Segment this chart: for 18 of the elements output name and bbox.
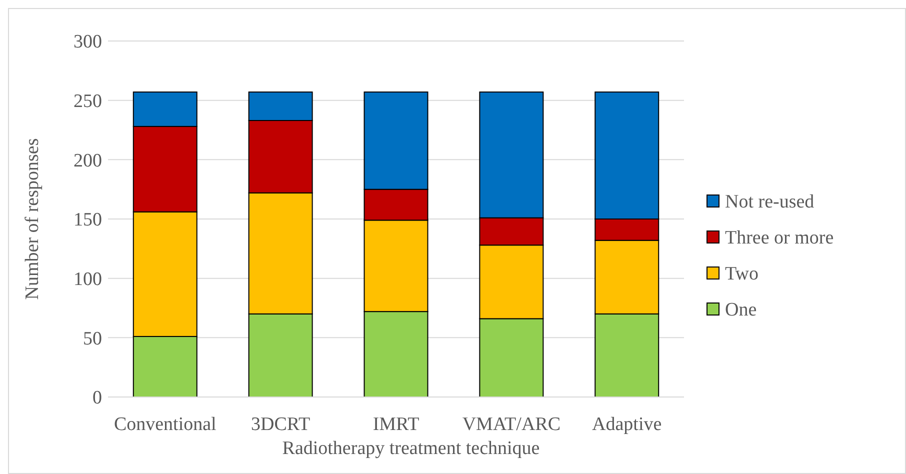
x-tick-label: Conventional bbox=[114, 414, 216, 435]
legend-label: Not re-used bbox=[725, 192, 815, 213]
x-tick-label: IMRT bbox=[372, 414, 420, 435]
y-tick-label: 150 bbox=[74, 210, 102, 231]
x-tick-label: VMAT/ARC bbox=[462, 414, 561, 435]
y-tick-label: 100 bbox=[74, 268, 102, 290]
legend-label: Two bbox=[725, 264, 759, 285]
y-tick-label: 250 bbox=[74, 90, 102, 112]
legend-label: One bbox=[725, 300, 757, 321]
y-tick-label: 300 bbox=[74, 32, 102, 53]
y-tick-label: 50 bbox=[83, 328, 102, 350]
x-tick-label: Adaptive bbox=[592, 414, 662, 435]
x-tick-label: 3DCRT bbox=[251, 414, 310, 435]
y-axis-title: Number of responses bbox=[22, 138, 43, 300]
y-tick-label: 200 bbox=[74, 150, 102, 172]
y-tick-label: 0 bbox=[92, 388, 102, 409]
legend-label: Three or more bbox=[725, 228, 834, 249]
x-axis-title: Radiotherapy treatment technique bbox=[282, 438, 540, 459]
